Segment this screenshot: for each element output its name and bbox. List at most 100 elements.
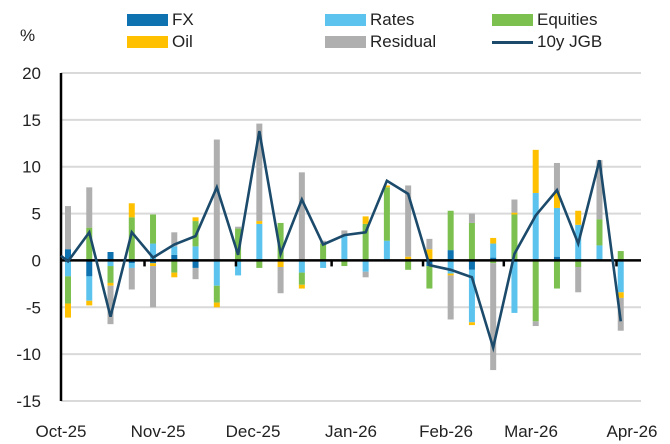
bar-segment-rates <box>256 223 263 261</box>
bar-segment-rates <box>383 240 390 261</box>
bar-segment-equities <box>575 260 582 267</box>
bar-segment-equities <box>320 243 327 261</box>
bar-segment-residual <box>213 139 220 261</box>
bar-segment-equities <box>128 217 135 261</box>
bar-segment-residual <box>86 187 93 228</box>
legend-item-jgb: 10y JGB <box>492 32 602 52</box>
jgb-line <box>60 130 623 353</box>
bar-segment-equities <box>596 219 603 246</box>
bar-segment-equities <box>553 260 560 289</box>
bar-segment-equities <box>405 260 412 270</box>
bar-segment-residual <box>511 199 518 213</box>
bar-segment-equities <box>298 272 305 285</box>
bar-segment-residual <box>490 263 497 371</box>
y-tick-label: 0 <box>32 251 41 270</box>
legend-swatch-rates <box>325 14 366 26</box>
bar-segment-oil <box>107 282 114 286</box>
bar-segment-residual <box>468 213 475 223</box>
bar-segment-equities <box>235 228 242 261</box>
bar-segment-oil <box>213 302 220 308</box>
x-tick-label: Jan-26 <box>325 422 377 441</box>
bar-segment-rates <box>107 260 114 267</box>
bar-segment-fx <box>171 254 178 261</box>
bar-segment-rates <box>150 243 157 261</box>
bar-segment-residual <box>235 226 242 229</box>
bar-segment-fx <box>447 250 454 261</box>
x-tick-label: Nov-25 <box>131 422 186 441</box>
bar-segment-rates <box>320 260 327 268</box>
bar-segment-residual <box>256 123 263 222</box>
legend-item-oil: Oil <box>127 32 193 52</box>
legend-label-fx: FX <box>172 10 194 29</box>
bar-segment-oil <box>553 192 560 208</box>
bar-segment-residual <box>405 185 412 257</box>
legend-label-jgb: 10y JGB <box>537 32 603 51</box>
bar-segment-rates <box>298 260 305 273</box>
legend-item-residual: Residual <box>325 32 436 52</box>
x-axis-tick-labels: Oct-25 Nov-25 Dec-25 Jan-26 Feb-26 Mar-26 Apr-… <box>35 422 657 441</box>
bar-segment-residual <box>171 232 178 247</box>
bar-segment-equities <box>532 260 539 322</box>
bar-segment-residual <box>532 321 539 327</box>
bar-segment-oil <box>86 300 93 306</box>
chart-legend: FX Oil Rates Residual Equities 10y JGB <box>0 8 670 58</box>
legend-label-oil: Oil <box>172 32 193 51</box>
x-tick-label: Feb-26 <box>419 422 473 441</box>
bar-segment-oil <box>383 185 390 188</box>
gridlines <box>61 72 641 402</box>
bar-segment-oil <box>256 221 263 224</box>
bar-segment-fx <box>107 251 114 261</box>
legend-swatch-residual <box>325 36 366 48</box>
bar-segment-rates <box>192 246 199 261</box>
bar-segment-residual <box>362 271 369 278</box>
bar-segment-rates <box>447 260 454 274</box>
bar-segment-rates <box>553 207 560 257</box>
bar-segment-equities <box>256 260 263 268</box>
bar-segment-rates <box>617 260 624 293</box>
bar-segment-equities <box>150 214 157 244</box>
bar-segment-oil <box>426 249 433 261</box>
legend-item-fx: FX <box>127 10 194 30</box>
bar-segment-residual <box>298 172 305 261</box>
y-tick-label: 15 <box>22 111 41 130</box>
y-tick-label: 10 <box>22 158 41 177</box>
bar-segment-fx <box>490 257 497 261</box>
bar-segment-residual <box>426 238 433 250</box>
bar-segment-residual <box>575 266 582 293</box>
axes <box>59 73 641 401</box>
bar-segment-residual <box>128 267 135 290</box>
bar-segment-residual <box>150 266 157 308</box>
bar-segment-residual <box>596 160 603 220</box>
bar-segment-residual <box>447 275 454 320</box>
bar-segment-equities <box>511 214 518 261</box>
bar-segment-equities <box>65 276 71 304</box>
bar-segment-rates <box>341 236 348 261</box>
bar-segment-equities <box>426 266 433 289</box>
bar-segment-oil <box>511 212 518 215</box>
bar-segment-oil <box>468 322 475 326</box>
bar-segment-equities <box>362 223 369 261</box>
bar-segment-rates <box>532 192 539 261</box>
bar-segment-residual <box>341 230 348 237</box>
y-tick-label: -5 <box>26 298 41 317</box>
bar-segment-residual <box>107 285 114 325</box>
y-tick-label: 5 <box>32 205 41 224</box>
bar-segment-equities <box>447 210 454 251</box>
legend-swatch-oil <box>127 36 168 48</box>
bar-segment-rates <box>235 260 242 276</box>
x-tick-label: Mar-26 <box>504 422 558 441</box>
legend-swatch-equities <box>492 14 533 26</box>
x-tick-label: Oct-25 <box>35 422 86 441</box>
bar-segment-rates <box>213 260 220 286</box>
legend-label-rates: Rates <box>370 10 415 29</box>
y-tick-label: -10 <box>16 345 41 364</box>
legend-swatch-fx <box>127 14 168 26</box>
bar-segment-rates <box>171 246 178 255</box>
bar-segment-fx <box>468 260 475 270</box>
bar-segment-oil <box>405 256 412 261</box>
bar-segment-equities <box>213 285 220 303</box>
bar-segment-fx <box>65 249 71 261</box>
bars <box>65 123 624 371</box>
bar-segment-oil <box>298 284 305 289</box>
bar-segment-equities <box>490 260 497 264</box>
